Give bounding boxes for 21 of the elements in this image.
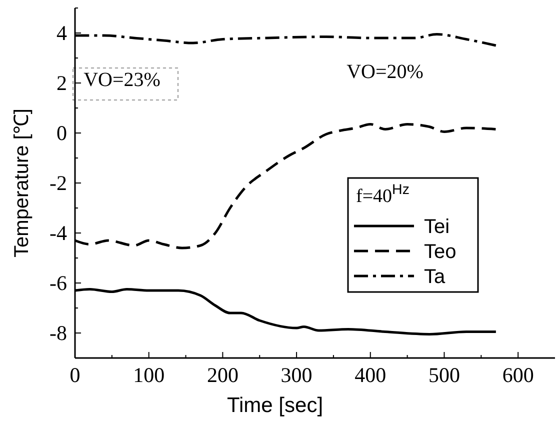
annotation: VO=23% <box>84 69 160 91</box>
legend-title: f=40$^{Hz}$ <box>356 182 410 207</box>
x-axis-title: Time [sec] <box>226 394 324 417</box>
annotation: VO=20% <box>346 61 424 83</box>
y-tick-label: -8 <box>50 321 67 345</box>
x-tick-label: 200 <box>206 363 238 387</box>
legend-label: Tei <box>424 216 450 238</box>
y-tick-label: -6 <box>50 271 67 295</box>
y-tick-label: -2 <box>50 171 67 195</box>
y-tick-label: -4 <box>50 221 68 245</box>
legend-label: Ta <box>424 266 446 288</box>
x-tick-label: 600 <box>502 363 534 387</box>
y-tick-label: 2 <box>56 71 67 95</box>
x-tick-label: 100 <box>133 363 165 387</box>
legend-label: Teo <box>424 241 456 263</box>
x-tick-label: 500 <box>428 363 460 387</box>
x-tick-label: 300 <box>280 363 312 387</box>
y-axis-title: Temperature [℃] <box>11 108 33 258</box>
y-tick-label: 0 <box>56 121 67 145</box>
y-tick-label: 4 <box>56 21 68 45</box>
x-tick-label: 400 <box>354 363 386 387</box>
